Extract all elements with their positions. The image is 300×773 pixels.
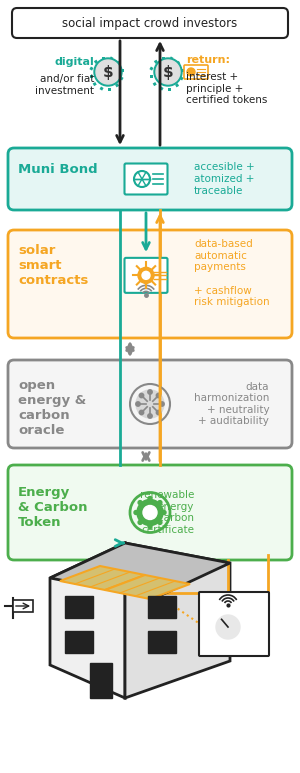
Circle shape	[160, 402, 164, 406]
Circle shape	[156, 410, 161, 414]
Bar	[65, 596, 93, 618]
Circle shape	[138, 501, 142, 505]
Polygon shape	[50, 543, 230, 598]
Circle shape	[138, 520, 142, 524]
Bar	[153, 82, 157, 86]
Text: open
energy &
carbon
oracle: open energy & carbon oracle	[18, 380, 86, 438]
Bar	[13, 600, 33, 612]
Circle shape	[142, 271, 150, 279]
Circle shape	[136, 390, 164, 418]
Circle shape	[158, 501, 162, 505]
Text: digital: digital	[54, 57, 94, 67]
FancyBboxPatch shape	[124, 164, 167, 195]
Polygon shape	[125, 543, 230, 698]
Polygon shape	[60, 566, 145, 590]
Polygon shape	[105, 575, 190, 599]
Text: and/or fiat
investment: and/or fiat investment	[35, 74, 94, 96]
Bar	[116, 61, 120, 65]
Bar	[102, 56, 105, 60]
Circle shape	[158, 520, 162, 524]
Circle shape	[210, 609, 246, 645]
Circle shape	[148, 496, 152, 500]
Text: Muni Bond: Muni Bond	[18, 163, 98, 176]
Bar	[100, 87, 104, 90]
Text: interest +
principle +
certified tokens: interest + principle + certified tokens	[186, 72, 267, 105]
Circle shape	[148, 414, 152, 418]
Bar	[115, 83, 119, 87]
Bar	[169, 56, 173, 60]
Text: renewable
energy
+ carbon
certificate: renewable energy + carbon certificate	[140, 490, 194, 535]
Bar	[121, 69, 124, 72]
Bar	[168, 87, 171, 90]
Bar	[90, 663, 112, 698]
Circle shape	[148, 525, 152, 529]
Bar	[149, 75, 152, 78]
FancyBboxPatch shape	[184, 65, 208, 79]
Circle shape	[136, 402, 140, 406]
Text: $: $	[163, 64, 173, 80]
Circle shape	[216, 615, 240, 639]
Circle shape	[156, 60, 180, 84]
Bar	[89, 66, 94, 70]
Bar	[65, 631, 93, 653]
FancyBboxPatch shape	[124, 258, 167, 293]
Bar	[148, 631, 176, 653]
Circle shape	[148, 390, 152, 394]
FancyBboxPatch shape	[8, 360, 292, 448]
Bar	[108, 87, 111, 90]
Bar	[94, 60, 98, 63]
Bar	[110, 56, 113, 60]
Text: data-based
automatic
payments

+ cashflow
risk mitigation: data-based automatic payments + cashflow…	[194, 239, 270, 307]
Text: social impact crowd investors: social impact crowd investors	[62, 16, 238, 29]
FancyBboxPatch shape	[199, 592, 269, 656]
Circle shape	[154, 58, 182, 86]
Bar	[89, 75, 92, 78]
Circle shape	[139, 393, 144, 398]
Circle shape	[137, 499, 163, 526]
Bar	[181, 69, 184, 72]
FancyBboxPatch shape	[8, 230, 292, 338]
FancyBboxPatch shape	[8, 148, 292, 210]
Text: solar
smart
contracts: solar smart contracts	[18, 244, 88, 287]
Bar	[119, 77, 124, 80]
Bar	[258, 593, 268, 655]
FancyBboxPatch shape	[12, 8, 288, 38]
Text: $: $	[103, 64, 113, 80]
Circle shape	[134, 510, 138, 515]
Text: Energy
& Carbon
Token: Energy & Carbon Token	[18, 486, 88, 529]
Circle shape	[94, 58, 122, 86]
Bar	[160, 87, 164, 90]
Bar	[162, 56, 165, 60]
Circle shape	[187, 68, 195, 76]
Circle shape	[138, 267, 154, 284]
Text: accesible +
atomized +
traceable: accesible + atomized + traceable	[194, 162, 255, 196]
Circle shape	[156, 393, 161, 398]
Circle shape	[96, 60, 120, 84]
Bar	[176, 61, 180, 65]
Bar	[93, 82, 97, 86]
Text: return:: return:	[186, 55, 230, 65]
Bar	[149, 66, 154, 70]
Polygon shape	[50, 543, 125, 698]
Circle shape	[139, 410, 144, 414]
Circle shape	[162, 510, 166, 515]
Circle shape	[143, 506, 157, 519]
Bar	[179, 77, 184, 80]
Bar	[148, 596, 176, 618]
Bar	[154, 60, 158, 63]
Text: data
harmonization
+ neutrality
+ auditability: data harmonization + neutrality + audita…	[194, 382, 269, 427]
FancyBboxPatch shape	[8, 465, 292, 560]
Bar	[175, 83, 179, 87]
